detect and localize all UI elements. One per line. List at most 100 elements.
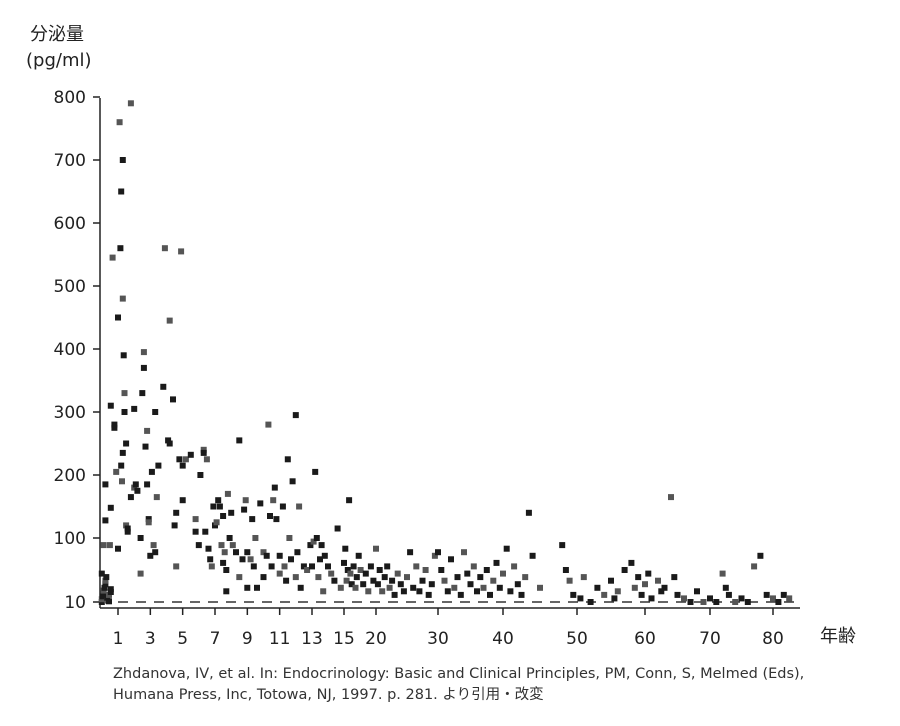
data-point: [419, 577, 426, 584]
data-point: [341, 559, 347, 566]
x-tick-label: 1: [113, 629, 124, 649]
data-point: [357, 567, 364, 573]
data-point: [144, 427, 151, 434]
data-point: [221, 549, 228, 556]
data-point: [474, 588, 480, 595]
data-point: [121, 390, 128, 397]
data-point: [236, 437, 243, 444]
data-point: [223, 588, 230, 595]
data-point: [732, 599, 739, 605]
data-point: [309, 563, 315, 570]
data-point: [107, 504, 114, 511]
data-point: [487, 591, 493, 598]
data-point: [131, 484, 138, 491]
y-ticks: 10 100 200 300 400 500 600 700 800: [54, 88, 100, 613]
data-point: [310, 538, 317, 545]
data-point: [109, 254, 116, 261]
data-point: [260, 574, 267, 581]
data-point: [242, 497, 249, 504]
data-point: [614, 588, 621, 595]
data-point: [200, 449, 207, 456]
data-point: [317, 556, 323, 563]
data-point: [397, 581, 404, 588]
data-point: [115, 314, 121, 321]
x-tick-label: 70: [699, 629, 721, 649]
x-axis-label: 年齢: [820, 626, 856, 647]
data-point: [365, 588, 372, 595]
data-point: [106, 598, 112, 605]
data-point: [265, 421, 272, 428]
data-point: [389, 577, 396, 584]
data-point: [150, 542, 157, 549]
data-point: [518, 591, 525, 598]
data-point: [139, 390, 146, 397]
x-tick-label: 60: [634, 629, 656, 649]
data-point: [116, 119, 123, 126]
data-point: [207, 556, 214, 563]
data-point: [707, 595, 713, 602]
data-point: [435, 549, 441, 556]
data-point: [173, 509, 180, 516]
data-point: [470, 563, 477, 570]
data-point: [422, 567, 429, 573]
data-point: [431, 552, 438, 559]
data-point: [288, 556, 294, 563]
data-point: [249, 516, 256, 523]
x-tick-label: 80: [762, 629, 784, 649]
data-point: [441, 577, 448, 584]
data-point: [300, 563, 307, 570]
data-point: [334, 525, 341, 532]
data-point: [514, 581, 521, 588]
y-tick-label: 300: [54, 403, 86, 423]
data-point: [321, 552, 328, 559]
data-point: [425, 591, 432, 598]
data-point: [713, 599, 720, 605]
x-tick-label: 9: [242, 629, 253, 649]
data-point: [171, 522, 178, 529]
data-point: [601, 591, 608, 598]
data-point: [215, 497, 222, 504]
data-point: [236, 574, 243, 581]
data-point: [352, 584, 359, 591]
data-point: [611, 595, 618, 602]
data-point: [457, 591, 464, 598]
data-point: [379, 588, 386, 595]
data-point: [635, 574, 642, 581]
y-tick-label: 600: [54, 214, 86, 234]
data-point: [648, 595, 655, 602]
data-point: [286, 535, 293, 541]
data-point: [529, 552, 536, 559]
data-points: [98, 100, 793, 605]
data-point: [124, 525, 131, 532]
data-point: [562, 567, 569, 573]
data-point: [400, 588, 407, 595]
y-axis-label-line1: 分泌量: [30, 24, 84, 45]
data-point: [179, 462, 186, 469]
data-point: [751, 563, 758, 570]
y-tick-label: 10: [64, 593, 86, 613]
data-point: [229, 542, 236, 549]
data-point: [119, 449, 126, 456]
data-point: [744, 599, 751, 605]
data-point: [233, 549, 239, 556]
data-point: [292, 412, 299, 419]
data-point: [483, 567, 490, 573]
data-point: [503, 545, 510, 552]
data-point: [347, 570, 354, 577]
data-point: [297, 584, 304, 591]
data-point: [490, 577, 497, 584]
data-point: [454, 574, 461, 581]
data-point: [187, 451, 194, 458]
data-point: [655, 577, 661, 584]
data-point: [448, 556, 454, 563]
y-tick-label: 800: [54, 88, 86, 108]
data-point: [719, 570, 726, 577]
data-point: [294, 549, 301, 556]
y-tick-label: 500: [54, 277, 86, 297]
citation: Zhdanova, IV, et al. In: Endocrinology: …: [113, 664, 873, 706]
data-point: [137, 535, 144, 541]
data-point: [384, 563, 391, 570]
data-point: [203, 456, 210, 463]
data-point: [344, 567, 351, 573]
data-point: [350, 563, 357, 570]
